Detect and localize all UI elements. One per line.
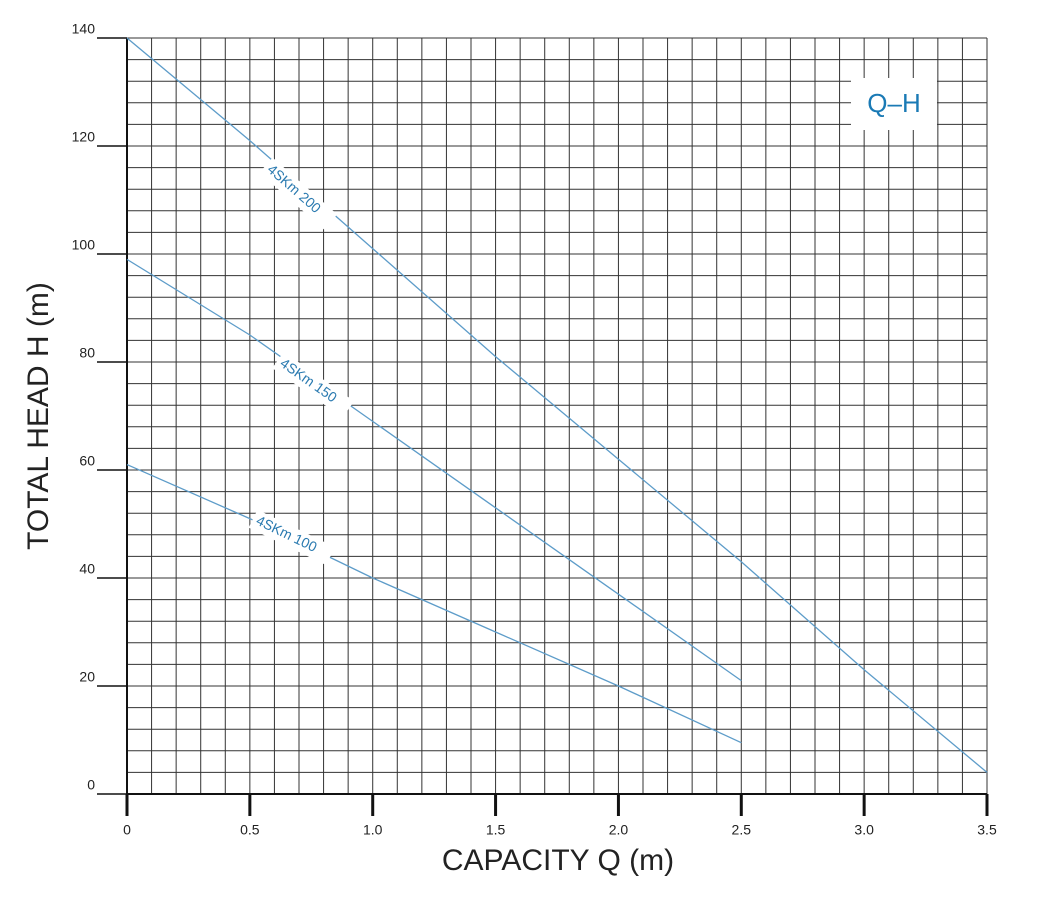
- y-tick-label: 100: [72, 237, 96, 253]
- x-axis-title: CAPACITY Q (m): [442, 844, 674, 877]
- curve-label-bg: [248, 509, 335, 566]
- plot: 0 0.5 1.0 1.5 2.0 2.5 3.0 3.5 0 20 40 60 80 100 120 140…: [72, 21, 997, 838]
- y-tick-label: 140: [72, 21, 96, 37]
- x-tick-label: 3.5: [977, 822, 997, 838]
- x-tick-label: 0.5: [240, 822, 260, 838]
- y-tick-label: 40: [79, 561, 95, 577]
- x-tick-label: 1.0: [363, 822, 383, 838]
- curve-label-bg: [259, 157, 338, 230]
- line-series: [126, 464, 742, 744]
- x-tick-label: 2.5: [732, 822, 752, 838]
- y-tick-label: 60: [79, 453, 95, 469]
- line-series: [126, 37, 988, 773]
- curve-label-bg: [272, 351, 355, 418]
- y-tick-label: 120: [72, 129, 96, 145]
- line-series: [126, 258, 742, 682]
- y-tick-label: 80: [79, 345, 95, 361]
- x-tick-label: 3.0: [854, 822, 874, 838]
- x-tick-label: 0: [123, 822, 131, 838]
- x-tick-label: 2.0: [609, 822, 629, 838]
- y-axis-title: TOTAL HEAD H (m): [22, 282, 55, 550]
- curve-label: 4SKm 200: [265, 161, 325, 216]
- badge-box: [851, 78, 937, 130]
- badge: Q–H: [867, 88, 920, 118]
- y-tick-label: 0: [87, 777, 95, 793]
- x-tick-label: 1.5: [486, 822, 506, 838]
- y-tick-label: 20: [79, 669, 95, 685]
- curve-label-group: 4SKm 200: [259, 157, 338, 230]
